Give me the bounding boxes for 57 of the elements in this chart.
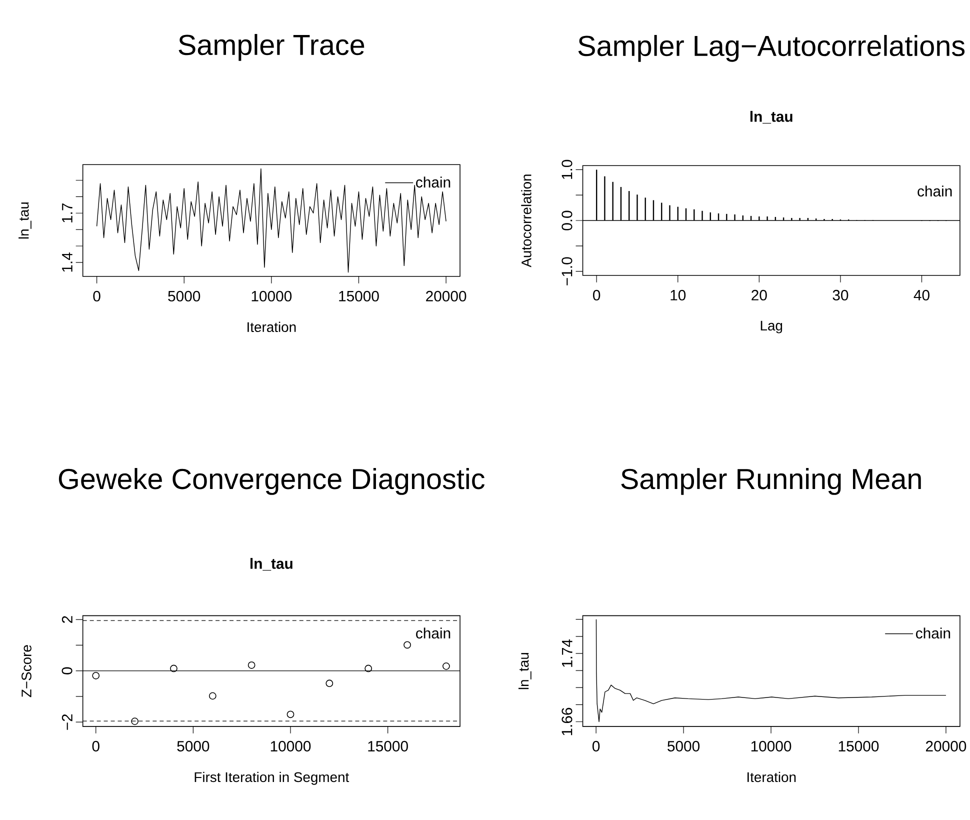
- point: [170, 664, 178, 672]
- y-tick-label: −2: [62, 714, 72, 730]
- point: [442, 662, 450, 670]
- x-axis-title: Lag: [760, 320, 782, 334]
- x-tick-label: 5000: [177, 740, 210, 752]
- y-axis-title: Z−Score: [22, 645, 32, 697]
- y-axis-title: ln_tau: [518, 652, 532, 689]
- point: [286, 710, 294, 718]
- y-axis-title: Autocorrelation: [521, 174, 532, 268]
- point: [248, 661, 256, 669]
- x-tick-label: 5000: [668, 740, 700, 752]
- x-tick-label: 30: [832, 290, 848, 300]
- y-axis-title: ln_tau: [18, 202, 32, 238]
- x-axis-title: First Iteration in Segment: [194, 772, 350, 785]
- y-tick-label: 1.4: [62, 252, 72, 272]
- legend-label: chain: [416, 176, 450, 188]
- x-tick-label: 15000: [368, 740, 408, 752]
- y-tick-label: 2: [62, 616, 72, 623]
- y-tick-label: −1.0: [562, 257, 572, 286]
- point: [92, 672, 100, 680]
- x-tick-label: 0: [592, 740, 600, 752]
- series-label: chain: [416, 627, 450, 638]
- x-tick-label: 20000: [426, 290, 466, 302]
- legend-label: chain: [916, 627, 950, 638]
- x-tick-label: 10000: [270, 740, 311, 752]
- chart-subtitle: ln_tau: [750, 110, 792, 124]
- x-tick-label: 15000: [838, 740, 879, 752]
- x-tick-label: 0: [92, 740, 100, 752]
- x-axis-title: Iteration: [248, 322, 296, 332]
- y-tick-label: 0.0: [562, 210, 572, 230]
- chart-title: Geweke Convergence Diagnostic: [58, 468, 485, 495]
- x-tick-label: 15000: [339, 290, 379, 302]
- chart-title: Sampler Trace: [178, 34, 364, 61]
- point: [404, 641, 411, 648]
- x-tick-label: 5000: [168, 290, 200, 302]
- chart-subtitle: ln_tau: [250, 558, 292, 570]
- y-tick-label: 1.7: [62, 203, 72, 222]
- annotation: chain: [918, 185, 952, 196]
- y-tick-label: 1.66: [562, 708, 572, 736]
- x-tick-label: 10000: [252, 290, 292, 302]
- point: [364, 664, 372, 672]
- chart-title: Sampler Lag−Autocorrelations: [578, 34, 965, 62]
- y-tick-label: 1.0: [562, 160, 572, 179]
- y-tick-label: 0: [62, 667, 72, 674]
- x-tick-label: 40: [914, 290, 930, 300]
- y-tick-label: 1.74: [562, 639, 572, 667]
- x-tick-label: 0: [593, 290, 600, 300]
- point: [208, 692, 216, 700]
- x-tick-label: 20: [752, 290, 767, 300]
- point: [326, 680, 334, 687]
- x-tick-label: 20000: [926, 740, 966, 752]
- x-axis-title: Iteration: [747, 772, 796, 782]
- chart-title: Sampler Running Mean: [621, 468, 921, 495]
- x-tick-label: 0: [93, 290, 100, 302]
- point: [131, 718, 138, 725]
- x-tick-label: 10: [670, 290, 686, 300]
- x-tick-label: 10000: [751, 740, 792, 752]
